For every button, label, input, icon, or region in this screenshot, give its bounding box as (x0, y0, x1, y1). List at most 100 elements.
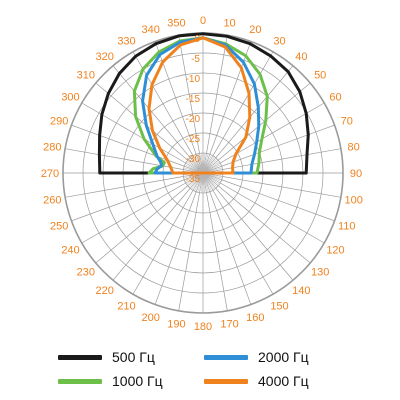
grid-hub-spoke (202, 153, 205, 174)
angle-tick-label: 310 (77, 70, 95, 82)
grid-hub-spoke (192, 172, 204, 191)
grid-hub-spoke (202, 172, 218, 188)
grid-hub-spoke (187, 159, 204, 174)
grid-hub-spoke (197, 153, 204, 174)
legend-swatch-500 (58, 354, 102, 360)
grid-hub-spoke (195, 154, 204, 174)
grid-hub-spoke (202, 172, 205, 193)
legend-item-1000: 1000 Гц (58, 373, 163, 389)
grid-hub-spoke (194, 154, 204, 174)
angle-tick-label: 110 (338, 220, 356, 232)
grid-spoke (71, 172, 204, 222)
angle-tick-label: 10 (223, 17, 235, 29)
legend-swatch-4000 (204, 378, 248, 384)
grid-hub-spoke (186, 161, 204, 174)
grid-hub-spoke (188, 158, 204, 174)
grid-spoke (154, 172, 204, 305)
grid-hub-spoke (202, 156, 215, 174)
angle-tick-label: 0 (200, 15, 206, 27)
grid-spoke (202, 172, 228, 311)
radial-tick-label: -25 (186, 134, 201, 145)
series-group (97, 32, 310, 175)
grid-spoke (95, 172, 204, 264)
grid-hub-spoke (202, 172, 209, 193)
grid-hub-spoke (202, 159, 219, 174)
grid-spoke (202, 172, 335, 222)
grid-hub-spoke (189, 172, 204, 189)
grid-hub-spoke (197, 172, 204, 193)
grid-hub-spoke (201, 153, 204, 174)
grid-hub-spoke (202, 172, 217, 189)
legend-label-1000: 1000 Гц (112, 373, 163, 389)
radial-tick-label: -15 (186, 94, 201, 105)
grid-hub-spoke (185, 172, 204, 184)
angle-tick-label: 280 (43, 141, 61, 153)
grid-hub-spoke (202, 162, 221, 174)
angle-tick-label: 260 (43, 195, 61, 207)
angle-tick-label: 270 (41, 168, 59, 180)
grid-spoke (81, 172, 204, 244)
grid-spoke (112, 172, 204, 281)
grid-hub-spoke (192, 155, 204, 174)
angle-tick-label: 40 (295, 51, 307, 63)
angle-tick-label: 340 (141, 24, 159, 36)
angle-tick-label: 50 (314, 70, 326, 82)
grid-hub-spoke (202, 157, 217, 174)
angle-tick-label: 300 (61, 92, 79, 104)
grid-hub-spoke (194, 172, 204, 192)
grid-spoke (202, 172, 325, 244)
grid-hub-spoke (202, 172, 211, 192)
angle-tick-label: 210 (117, 301, 135, 313)
grid-hub-spoke (199, 172, 204, 193)
angle-tick-label: 190 (167, 319, 185, 331)
grid-hub-spoke (202, 154, 212, 174)
grid-hub-spoke (185, 162, 204, 174)
angle-tick-label: 170 (220, 319, 238, 331)
grid-hub-spoke (202, 172, 220, 185)
legend-item-500: 500 Гц (58, 349, 155, 365)
angle-tick-label: 350 (167, 17, 185, 29)
grid-spoke (112, 65, 204, 174)
legend-swatch-2000 (204, 354, 248, 360)
grid-spoke (202, 172, 294, 281)
grid-hub-spoke (186, 172, 204, 185)
grid-spoke (132, 172, 204, 295)
grid-spoke (202, 148, 341, 174)
radial-tick-labels: 0 -5 -10 -15 -20 -25 -30 -35 (186, 34, 201, 185)
grid-spoke (71, 124, 204, 174)
grid-hub-spoke (202, 153, 209, 174)
grid-hub-spoke (187, 172, 204, 187)
grid-hub-spoke (202, 158, 218, 174)
grid-spoke (95, 82, 204, 174)
grid-spoke (202, 51, 274, 174)
angle-tick-label: 120 (326, 245, 344, 257)
angle-tick-label: 140 (292, 285, 310, 297)
grid-hub-spoke (202, 153, 207, 174)
angle-tick-label: 290 (50, 116, 68, 128)
legend-label-4000: 4000 Гц (258, 373, 309, 389)
radial-tick-label: -10 (186, 74, 201, 85)
grid-hub-spoke (202, 172, 212, 192)
grid-hub-spoke (202, 172, 214, 191)
grid-hub-spoke (202, 172, 221, 184)
legend-label-500: 500 Гц (112, 349, 155, 365)
angle-tick-label: 60 (329, 92, 341, 104)
grid-spoke (65, 148, 204, 174)
angle-tick-label: 90 (350, 168, 362, 180)
grid-hub-spoke (202, 154, 211, 174)
angle-tick-label: 150 (270, 301, 288, 313)
grid-hub-spoke (191, 172, 204, 190)
angle-tick-label: 220 (95, 285, 113, 297)
grid-hub-spoke (202, 155, 214, 174)
angle-tick-label: 320 (95, 51, 113, 63)
legend-item-2000: 2000 Гц (204, 349, 309, 365)
grid-hub-spoke (202, 161, 220, 174)
angle-tick-label: 200 (141, 312, 159, 324)
angle-tick-label: 330 (117, 36, 135, 48)
series-line-4000 (147, 36, 252, 175)
angle-tick-label: 230 (77, 266, 95, 278)
grid-spoke (202, 172, 252, 305)
angle-tick-label: 250 (50, 220, 68, 232)
grid-spoke (202, 172, 311, 264)
